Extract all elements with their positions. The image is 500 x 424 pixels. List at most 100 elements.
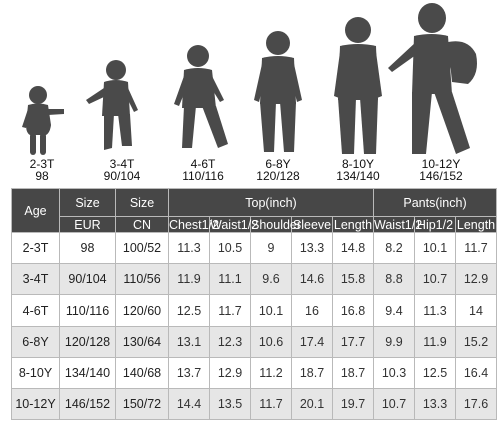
table-row: 8-10Y 134/140 140/68 13.7 12.9 11.2 18.7 18.7 10… <box>11 356 498 389</box>
child-silhouettes: 2-3T 98 3-4T 90/104 4-6T 110/116 <box>0 0 500 190</box>
table-cell: 10.1 <box>250 294 292 327</box>
table-row: 2-3T 98 100/52 11.3 10.5 9 13.3 14.8 8.2 10.1 11.7 <box>11 232 498 265</box>
table-cell: 9 <box>250 232 292 265</box>
table-cell: 11.7 <box>209 294 251 327</box>
figure-label: 10-12Y 146/152 <box>419 157 463 183</box>
table-cell: 17.6 <box>454 387 498 421</box>
table-cell: 10.1 <box>414 232 456 265</box>
table-cell: 13.3 <box>291 232 333 265</box>
table-row: 3-4T 90/104 110/56 11.9 11.1 9.6 14.6 15.8 8.8 10… <box>11 263 498 296</box>
table-cell: 16.8 <box>332 294 374 327</box>
table-cell: 16 <box>291 294 333 327</box>
table-cell: 12.5 <box>168 294 210 327</box>
table-cell: 146/152 <box>59 387 116 421</box>
table-cell: 11.3 <box>168 232 210 265</box>
size-chart-table: Age Size Size Top(inch) Pants(inch) EUR … <box>11 187 498 421</box>
figure-label: 6-8Y 120/128 <box>256 157 300 183</box>
silhouette-child-medium <box>170 44 232 154</box>
table-cell: 15.8 <box>332 263 374 296</box>
table-cell: 13.5 <box>209 387 251 421</box>
table-cell: 11.7 <box>454 232 498 265</box>
subheader-cn: CN <box>115 216 169 234</box>
table-cell: 110/116 <box>59 294 116 327</box>
table-cell: 140/68 <box>115 356 169 389</box>
table-cell: 4-6T <box>11 294 60 327</box>
table-cell: 14.6 <box>291 263 333 296</box>
subheader-chest: Chest1/2 <box>168 216 220 234</box>
table-row: 6-8Y 120/128 130/64 13.1 12.3 10.6 17.4 17.7 9.9… <box>11 325 498 358</box>
table-cell: 14.8 <box>332 232 374 265</box>
subheader-length-top: Length <box>332 216 374 234</box>
silhouette-child-large <box>250 30 306 155</box>
table-cell: 134/140 <box>59 356 116 389</box>
table-cell: 2-3T <box>11 232 60 265</box>
table-cell: 11.7 <box>250 387 292 421</box>
table-cell: 12.3 <box>209 325 251 358</box>
header-age: Age <box>11 187 60 234</box>
figure-label: 8-10Y 134/140 <box>336 157 380 183</box>
table-cell: 110/56 <box>115 263 169 296</box>
silhouette-toddler <box>18 85 68 157</box>
subheader-length-pants: Length <box>454 216 498 234</box>
subheader-waist-top: Waist1/2 <box>209 216 259 234</box>
table-cell: 15.2 <box>454 325 498 358</box>
silhouette-child-small <box>86 58 146 154</box>
table-cell: 10.6 <box>250 325 292 358</box>
subheader-hip: Hip1/2 <box>414 216 456 234</box>
table-cell: 11.1 <box>209 263 251 296</box>
table-cell: 120/128 <box>59 325 116 358</box>
table-row: 4-6T 110/116 120/60 12.5 11.7 10.1 16 16.8 9.4 11… <box>11 294 498 327</box>
figure-label: 4-6T 110/116 <box>182 157 224 183</box>
table-cell: 17.7 <box>332 325 374 358</box>
header-size-eur: Size <box>59 187 116 218</box>
table-cell: 98 <box>59 232 116 265</box>
subheader-waist-pants: Waist1/2 <box>373 216 423 234</box>
table-cell: 14.4 <box>168 387 210 421</box>
subheader-shoulder: Shoulder <box>250 216 302 234</box>
table-cell: 19.7 <box>332 387 374 421</box>
table-cell: 10.5 <box>209 232 251 265</box>
table-cell: 13.1 <box>168 325 210 358</box>
header-top: Top(inch) <box>168 187 374 218</box>
table-cell: 10-12Y <box>11 387 60 421</box>
table-cell: 13.7 <box>168 356 210 389</box>
header-size-cn: Size <box>115 187 169 218</box>
table-cell: 6-8Y <box>11 325 60 358</box>
subheader-sleeve: Sleeve <box>291 216 333 234</box>
table-cell: 3-4T <box>11 263 60 296</box>
table-cell: 11.9 <box>168 263 210 296</box>
table-cell: 13.3 <box>414 387 456 421</box>
figure-label: 2-3T 98 <box>29 157 55 183</box>
table-cell: 90/104 <box>59 263 116 296</box>
table-cell: 9.4 <box>373 294 415 327</box>
table-cell: 150/72 <box>115 387 169 421</box>
table-cell: 130/64 <box>115 325 169 358</box>
table-cell: 9.9 <box>373 325 415 358</box>
table-cell: 12.9 <box>209 356 251 389</box>
table-cell: 12.5 <box>414 356 456 389</box>
table-cell: 10.7 <box>414 263 456 296</box>
table-cell: 11.3 <box>414 294 456 327</box>
table-cell: 14 <box>454 294 498 327</box>
table-cell: 8-10Y <box>11 356 60 389</box>
table-cell: 17.4 <box>291 325 333 358</box>
table-cell: 12.9 <box>454 263 498 296</box>
silhouette-child-xxlarge <box>388 2 488 156</box>
table-cell: 18.7 <box>332 356 374 389</box>
table-cell: 120/60 <box>115 294 169 327</box>
table-cell: 9.6 <box>250 263 292 296</box>
table-row: 10-12Y 146/152 150/72 14.4 13.5 11.7 20.1 19.7 1… <box>11 387 498 421</box>
table-cell: 18.7 <box>291 356 333 389</box>
table-cell: 8.2 <box>373 232 415 265</box>
table-cell: 20.1 <box>291 387 333 421</box>
silhouette-child-xlarge <box>330 16 386 156</box>
table-cell: 100/52 <box>115 232 169 265</box>
table-cell: 11.2 <box>250 356 292 389</box>
table-cell: 8.8 <box>373 263 415 296</box>
table-cell: 16.4 <box>454 356 498 389</box>
table-cell: 10.3 <box>373 356 415 389</box>
subheader-eur: EUR <box>59 216 116 234</box>
header-pants: Pants(inch) <box>372 187 498 218</box>
figure-label: 3-4T 90/104 <box>103 157 141 183</box>
table-cell: 10.7 <box>373 387 415 421</box>
